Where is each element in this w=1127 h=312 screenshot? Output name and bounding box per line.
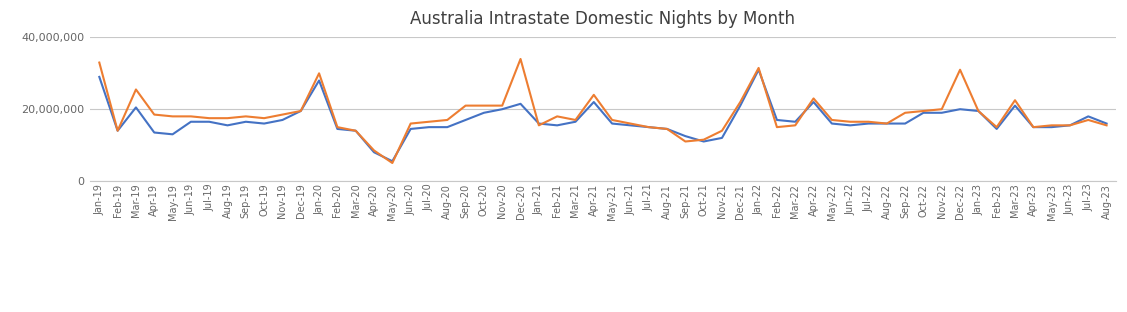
Mobility xyxy=(678,134,692,138)
NVS xyxy=(385,161,399,165)
NVS xyxy=(789,124,802,127)
NVS xyxy=(1100,124,1113,127)
Mobility xyxy=(898,122,912,125)
NVS xyxy=(92,61,106,65)
Line: Mobility: Mobility xyxy=(99,70,1107,161)
Mobility xyxy=(385,159,399,163)
NVS xyxy=(110,129,124,133)
NVS xyxy=(477,104,490,108)
Mobility xyxy=(752,68,765,72)
Title: Australia Intrastate Domestic Nights by Month: Australia Intrastate Domestic Nights by … xyxy=(410,10,796,27)
NVS xyxy=(514,57,527,61)
Mobility xyxy=(789,120,802,124)
NVS xyxy=(752,66,765,70)
Mobility xyxy=(92,75,106,79)
Mobility xyxy=(1100,122,1113,125)
Mobility xyxy=(734,104,747,108)
NVS xyxy=(898,111,912,115)
Mobility xyxy=(110,129,124,133)
NVS xyxy=(696,138,710,142)
Mobility xyxy=(477,111,490,115)
Legend: Mobility, NVS: Mobility, NVS xyxy=(513,309,693,312)
Line: NVS: NVS xyxy=(99,59,1107,163)
